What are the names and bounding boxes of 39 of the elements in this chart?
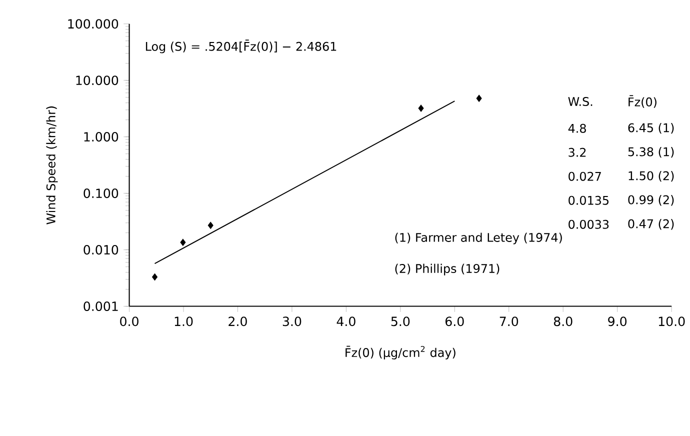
- y-tick-label: 0.001: [84, 302, 118, 312]
- y-tick-label: 10.000: [76, 76, 118, 86]
- point: [180, 239, 186, 246]
- x-axis-title: F̄z(0) (μg/cm$^{2}$ day): [346, 346, 456, 360]
- x-tick-label: 6.0: [446, 316, 464, 326]
- x-tick-label: 9.0: [608, 316, 627, 326]
- annotation: W.S.: [568, 97, 592, 106]
- x-tick-label: 8.0: [554, 316, 572, 326]
- y-tick-label: 0.010: [84, 245, 118, 255]
- x-tick-label: 3.0: [282, 316, 302, 326]
- annotation: (1) Farmer and Letey (1974): [395, 232, 562, 244]
- annotation: 4.8: [568, 124, 586, 134]
- x-tick-label: 7.0: [500, 316, 518, 326]
- y-tick-label: 0.100: [84, 188, 118, 198]
- annotation: 3.2: [568, 148, 586, 158]
- annotation: 5.38 (1): [628, 147, 674, 158]
- annotation: Log (S) = .5204[F̄z(0)] − 2.4861: [146, 40, 336, 54]
- point: [208, 222, 214, 230]
- y-axis-title: Wind Speed (km/hr): [46, 106, 58, 225]
- point: [476, 94, 482, 102]
- annotation: 0.027: [568, 172, 601, 182]
- annotation: 6.45 (1): [628, 123, 674, 134]
- annotation: F̄z(0): [628, 95, 656, 108]
- annotation: 0.99 (2): [628, 195, 674, 206]
- annotation: 0.0135: [568, 196, 608, 206]
- y-tick-label: 1.000: [84, 132, 118, 142]
- annotation: 0.47 (2): [628, 219, 674, 230]
- x-tick-label: 10.0: [658, 316, 685, 326]
- x-tick-label: 0.0: [120, 316, 138, 326]
- x-tick-label: 5.0: [391, 316, 410, 326]
- point: [152, 274, 158, 281]
- point: [418, 104, 424, 112]
- x-tick-label: 2.0: [228, 316, 247, 326]
- annotation: 0.0033: [568, 220, 609, 230]
- annotation: (2) Phillips (1971): [395, 264, 500, 276]
- annotation: 1.50 (2): [628, 171, 674, 182]
- y-tick-label: 100.000: [68, 19, 118, 29]
- x-tick-label: 4.0: [336, 316, 356, 326]
- x-tick-label: 1.0: [174, 316, 193, 326]
